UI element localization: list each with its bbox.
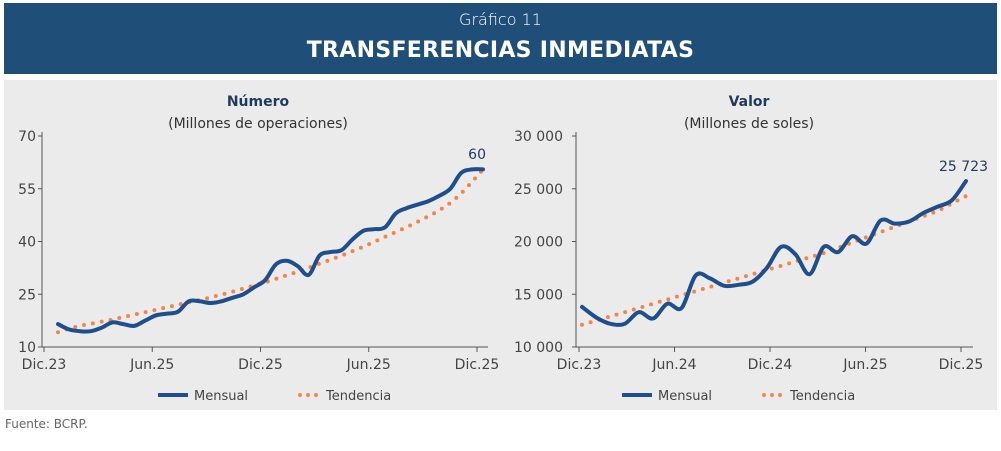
legend: Mensual Tendencia [158, 389, 391, 404]
y-tick-label: 55 [18, 182, 36, 198]
series-tendencia [580, 194, 968, 327]
tendencia-line [580, 194, 968, 327]
legend-tendencia-dot [770, 393, 774, 397]
x-tick-label: Jun.24 [651, 357, 696, 373]
y-tick-label: 20 000 [514, 235, 563, 251]
chart-subtitle: (Millones de operaciones) [168, 116, 348, 132]
tendencia-line [56, 167, 485, 335]
y-tick-label: 25 [18, 287, 36, 303]
mensual-line [580, 179, 968, 327]
y-tick-label: 30 000 [514, 129, 563, 145]
chart-panel [4, 80, 997, 410]
legend: Mensual Tendencia [622, 389, 855, 404]
x-tick-label: Dic.23 [22, 357, 67, 373]
legend-tendencia-dot [306, 393, 310, 397]
chart-subtitle: (Millones de soles) [684, 116, 814, 132]
x-tick-label: Dic.23 [557, 357, 602, 373]
legend-mensual-label: Mensual [658, 389, 712, 404]
x-tick-label: Jun.25 [346, 357, 391, 373]
legend-tendencia-label: Tendencia [789, 389, 855, 404]
y-tick-label: 40 [18, 235, 36, 251]
chart-valor: Valor (Millones de soles) 10 000 15 000 20 0… [514, 94, 988, 404]
y-tick-label: 10 000 [514, 340, 563, 356]
legend-mensual-label: Mensual [194, 389, 248, 404]
mensual-line [56, 167, 485, 334]
x-tick-label: Jun.25 [842, 357, 887, 373]
y-tick-label: 10 [18, 340, 36, 356]
chart-numero: Número (Millones de operaciones) 10 25 40 55 7… [18, 94, 500, 404]
header-subtitle: Gráfico 11 [459, 10, 542, 29]
x-tick-label: Dic.24 [748, 357, 793, 373]
legend-tendencia-dot [762, 393, 766, 397]
header-title: TRANSFERENCIAS INMEDIATAS [306, 38, 695, 63]
last-value-label: 25 723 [939, 159, 988, 175]
x-tick-label: Dic.25 [939, 357, 984, 373]
source-note: Fuente: BCRP. [5, 417, 88, 431]
x-tick-label: Dic.25 [238, 357, 283, 373]
legend-tendencia-label: Tendencia [325, 389, 391, 404]
chart-header: Gráfico 11 TRANSFERENCIAS INMEDIATAS [4, 3, 997, 74]
y-tick-label: 70 [18, 129, 36, 145]
series-tendencia [56, 167, 485, 335]
x-tick-label: Jun.25 [129, 357, 174, 373]
chart-title: Número [227, 94, 290, 110]
legend-tendencia-dot [298, 393, 302, 397]
legend-tendencia-dot [778, 393, 782, 397]
chart-title: Valor [729, 94, 770, 110]
legend-tendencia-dot [314, 393, 318, 397]
y-tick-label: 25 000 [514, 182, 563, 198]
y-tick-label: 15 000 [514, 287, 563, 303]
x-tick-label: Dic.25 [455, 357, 500, 373]
last-value-label: 60 [468, 147, 486, 163]
